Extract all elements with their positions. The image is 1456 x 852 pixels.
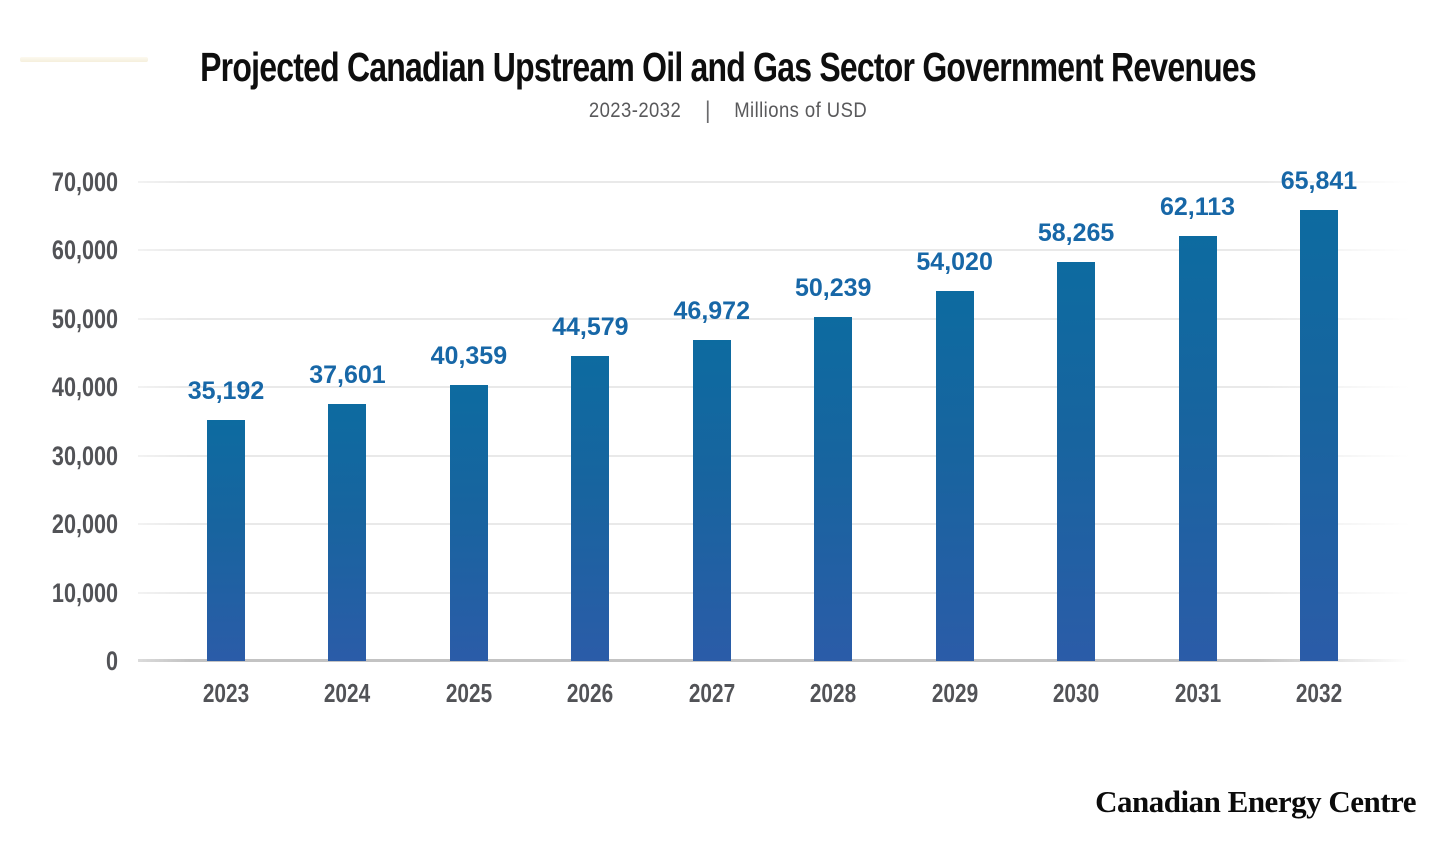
bar-2024: [328, 403, 367, 661]
y-axis-tick-label: 10,000: [51, 577, 118, 608]
y-axis-tick-label: 30,000: [51, 440, 118, 471]
x-axis-tick-label: 2028: [810, 678, 857, 708]
x-axis-tick-label: 2024: [324, 678, 371, 708]
bar-value-label: 35,192: [187, 377, 265, 406]
y-axis-tick-label: 20,000: [51, 509, 118, 540]
bar-value-label: 65,841: [1280, 167, 1358, 196]
x-axis-tick-label: 2026: [567, 678, 614, 708]
subtitle-units: Millions of USD: [734, 99, 868, 122]
y-axis-tick-label: 60,000: [51, 235, 118, 266]
bar-2032: [1299, 210, 1338, 661]
x-axis-tick-label: 2032: [1295, 678, 1343, 708]
gridline: [138, 386, 1410, 389]
chart-subtitle: 2023-2032 | Millions of USD: [87, 97, 1368, 125]
bar-2028: [814, 317, 853, 661]
x-axis-tick-label: 2025: [445, 678, 493, 708]
bar-value-label: 62,113: [1159, 192, 1236, 221]
bar-2030: [1057, 262, 1096, 661]
y-axis-tick-label: 70,000: [51, 167, 118, 197]
bar-2025: [449, 384, 488, 661]
bar-2026: [571, 355, 610, 661]
x-axis-tick-label: 2030: [1052, 678, 1100, 708]
subtitle-separator: |: [704, 97, 711, 124]
gridline: [138, 454, 1410, 457]
subtitle-period: 2023-2032: [588, 99, 682, 122]
y-axis-tick-label: 50,000: [51, 303, 118, 334]
gridline: [138, 317, 1410, 320]
brand-wordmark: Canadian Energy Centre: [1095, 784, 1416, 819]
bar-2031: [1178, 235, 1217, 661]
bar-value-label: 44,579: [552, 312, 629, 341]
y-axis-tick-label: 0: [105, 646, 118, 676]
x-axis-tick-label: 2031: [1174, 678, 1221, 708]
x-axis-tick-label: 2023: [202, 678, 250, 708]
chart-plot-area: 35,192 37,601 40,359 44,579 46,972 50,239 54,0…: [138, 167, 1410, 662]
y-axis-tick-label: 40,000: [51, 372, 118, 403]
bar-value-label: 40,359: [430, 341, 508, 370]
gridline: [138, 591, 1410, 594]
bar-value-label: 58,265: [1037, 219, 1115, 248]
bar-2029: [935, 291, 974, 661]
bar-value-label: 46,972: [673, 296, 750, 325]
bar-2027: [692, 339, 731, 661]
x-axis-baseline: [138, 659, 1410, 662]
bar-value-label: 37,601: [309, 360, 386, 389]
gridline: [138, 181, 1410, 183]
gridline: [138, 523, 1410, 526]
chart-title: Projected Canadian Upstream Oil and Gas …: [200, 44, 1257, 90]
faint-streak-artifact: [20, 57, 148, 62]
x-axis-tick-label: 2027: [688, 678, 735, 708]
bar-value-label: 50,239: [794, 274, 872, 303]
bar-2023: [207, 420, 245, 661]
bar-value-label: 54,020: [916, 248, 993, 277]
gridline: [138, 249, 1410, 252]
x-axis-tick-label: 2029: [931, 678, 978, 708]
